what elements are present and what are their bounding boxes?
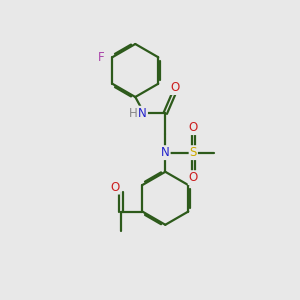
Text: N: N	[138, 107, 147, 120]
Text: N: N	[161, 146, 170, 159]
Text: O: O	[189, 121, 198, 134]
Text: S: S	[190, 146, 197, 159]
Text: O: O	[110, 181, 119, 194]
Text: O: O	[170, 81, 180, 94]
Text: F: F	[98, 51, 104, 64]
Text: H: H	[128, 107, 137, 120]
Text: O: O	[189, 171, 198, 184]
